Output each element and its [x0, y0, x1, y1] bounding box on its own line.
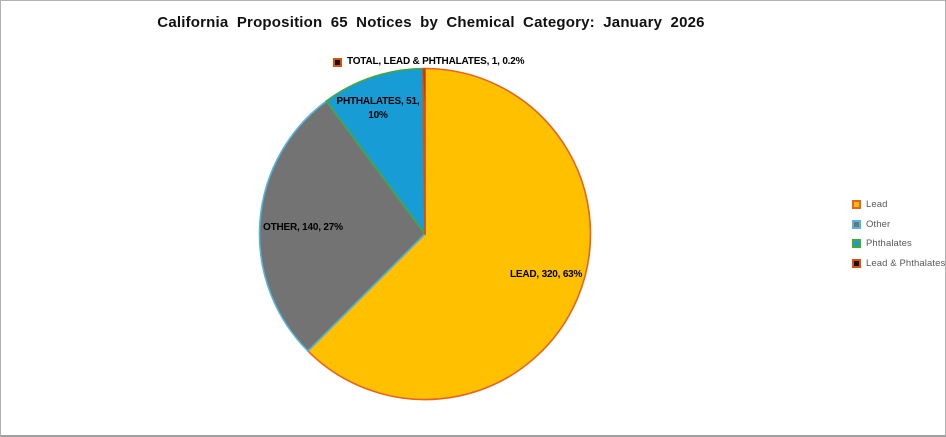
legend-swatch-icon	[852, 258, 861, 268]
legend: Lead Other Phthalates Lead & Phthalates	[852, 195, 945, 273]
legend-label: Lead & Phthalates	[866, 257, 946, 269]
legend-swatch-icon	[852, 219, 861, 229]
data-label-other: OTHER, 140, 27%	[263, 222, 343, 233]
pie-chart	[258, 67, 592, 401]
pie-slice-other[interactable]	[258, 100, 426, 352]
legend-swatch-icon	[852, 200, 861, 210]
callout-text: TOTAL, LEAD & PHTHALATES, 1, 0.2%	[347, 56, 525, 67]
legend-item-lead-phthalates[interactable]: Lead & Phthalates	[852, 254, 945, 274]
legend-item-other[interactable]: Other	[852, 215, 945, 235]
pie-slice-lead-phthalates[interactable]	[422, 67, 426, 235]
chart-title: California Proposition 65 Notices by Che…	[157, 14, 705, 31]
legend-item-lead[interactable]: Lead	[852, 195, 945, 215]
data-label-lead-phthalates: TOTAL, LEAD & PHTHALATES, 1, 0.2%	[333, 55, 525, 69]
data-label-lead: LEAD, 320, 63%	[510, 269, 583, 280]
legend-item-phthalates[interactable]: Phthalates	[852, 234, 945, 254]
legend-label: Other	[866, 218, 891, 230]
legend-label: Lead	[866, 199, 888, 211]
data-label-phthalates: PHTHALATES, 51, 10%	[336, 96, 420, 121]
legend-label: Phthalates	[866, 238, 912, 250]
legend-swatch-icon	[852, 239, 861, 249]
pie-slice-lead[interactable]	[307, 67, 592, 401]
callout-key-icon	[333, 57, 342, 67]
pie-slice-phthalates[interactable]	[325, 67, 426, 235]
